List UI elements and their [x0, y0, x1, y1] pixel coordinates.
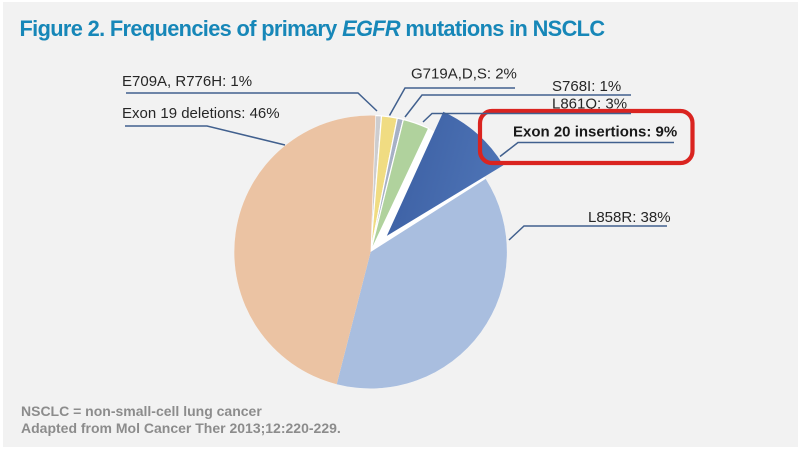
svg-text:S768I: 1%: S768I: 1%: [552, 78, 621, 95]
svg-text:G719A,D,S: 2%: G719A,D,S: 2%: [411, 66, 517, 83]
svg-text:Figure 2. Frequencies of prima: Figure 2. Frequencies of primary EGFR mu…: [20, 16, 606, 41]
svg-text:Adapted from Mol Cancer Ther 2: Adapted from Mol Cancer Ther 2013;12:220…: [21, 420, 341, 436]
svg-text:L861Q: 3%: L861Q: 3%: [552, 96, 627, 113]
svg-text:E709A, R776H: 1%: E709A, R776H: 1%: [122, 73, 252, 90]
svg-text:L858R: 38%: L858R: 38%: [588, 209, 671, 226]
svg-text:Exon 19 deletions: 46%: Exon 19 deletions: 46%: [122, 105, 280, 122]
svg-text:Exon 20 insertions: 9%: Exon 20 insertions: 9%: [513, 124, 677, 141]
svg-text:NSCLC = non-small-cell lung ca: NSCLC = non-small-cell lung cancer: [21, 403, 262, 419]
